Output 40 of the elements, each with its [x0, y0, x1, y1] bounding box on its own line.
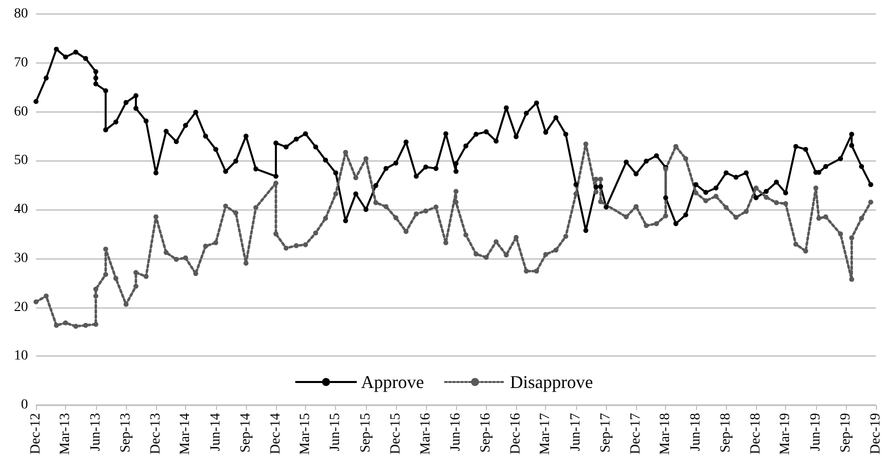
legend-label: Approve: [361, 372, 424, 392]
x-tick-label: Sep-16: [478, 413, 494, 453]
x-tick-label: Mar-15: [298, 413, 313, 455]
x-tick-label: Dec-19: [868, 413, 884, 454]
x-tick-label: Mar-18: [658, 413, 674, 455]
x-tick-label: Sep-18: [718, 413, 734, 453]
x-tick-label: Dec-15: [388, 413, 404, 454]
y-tick-label: 10: [14, 348, 28, 364]
legend-label: Disapprove: [510, 372, 593, 392]
x-tick-label: Mar-14: [178, 413, 194, 455]
x-tick-label: Sep-14: [238, 413, 254, 453]
x-tick-label: Mar-17: [538, 413, 554, 455]
x-tick-label: Dec-14: [268, 413, 284, 454]
y-tick-label: 40: [14, 202, 28, 217]
x-tick-label: Jun-14: [208, 413, 224, 452]
x-tick-label: Jun-17: [568, 413, 584, 452]
x-tick-label: Sep-15: [358, 413, 374, 453]
x-tick-label: Mar-16: [418, 413, 434, 455]
x-tick-label: Sep-17: [598, 413, 614, 453]
x-tick-label: Mar-13: [58, 413, 74, 455]
x-tick-label: Sep-19: [838, 413, 854, 453]
y-tick-label: 0: [21, 398, 28, 412]
y-tick-label: 70: [14, 55, 28, 70]
x-tick-label: Dec-18: [748, 413, 764, 454]
y-tick-label: 80: [14, 6, 28, 22]
x-tick-label: Jun-19: [808, 413, 824, 452]
x-tick-label: Dec-17: [628, 413, 644, 454]
x-tick-label: Dec-16: [508, 413, 524, 454]
x-tick-label: Jun-16: [448, 413, 464, 452]
x-tick-label: Jun-15: [328, 413, 344, 452]
y-tick-label: 20: [14, 300, 28, 315]
y-tick-label: 60: [14, 104, 28, 120]
x-tick-label: Mar-19: [778, 413, 794, 455]
x-tick-label: Jun-18: [688, 413, 704, 452]
x-tick-label: Jun-13: [88, 413, 104, 452]
x-tick-label: Dec-12: [28, 413, 44, 454]
x-tick-label: Sep-13: [118, 413, 134, 453]
x-tick-label: Dec-13: [148, 413, 164, 454]
y-tick-label: 50: [14, 153, 28, 168]
y-tick-label: 30: [14, 250, 28, 266]
